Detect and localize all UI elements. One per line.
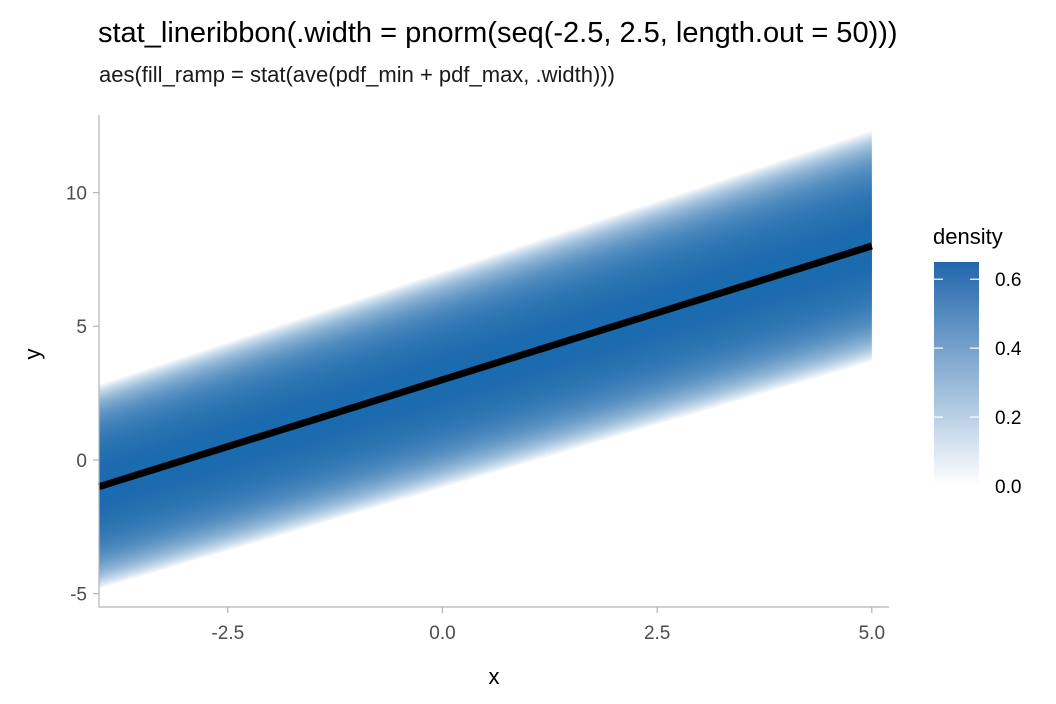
ribbon-band bbox=[99, 160, 872, 562]
legend-tick-label: 0.0 bbox=[995, 477, 1021, 498]
ribbon-band bbox=[99, 170, 872, 554]
legend-color-bar bbox=[934, 262, 979, 486]
y-tick-label: -5 bbox=[70, 585, 87, 606]
ribbon-band bbox=[99, 181, 872, 544]
ribbon-band bbox=[99, 142, 872, 579]
legend-title: density bbox=[933, 224, 1003, 249]
ribbon-band bbox=[99, 144, 872, 577]
chart-title: stat_lineribbon(.width = pnorm(seq(-2.5,… bbox=[98, 17, 898, 49]
median-line-group bbox=[97, 242, 873, 491]
y-tick-label: 10 bbox=[66, 184, 87, 205]
ribbon-band bbox=[99, 179, 872, 546]
plot-area bbox=[97, 131, 873, 589]
y-axis-title: y bbox=[20, 349, 45, 360]
x-axis-ticks: -2.5 0.0 2.5 5.0 bbox=[211, 607, 885, 644]
ribbon bbox=[99, 131, 872, 589]
ribbon-band bbox=[99, 154, 872, 568]
median-line bbox=[97, 242, 873, 491]
legend-tick-label: 0.2 bbox=[995, 408, 1021, 429]
y-tick-label: 5 bbox=[76, 317, 87, 338]
ribbon-band bbox=[99, 135, 872, 585]
ribbon-band bbox=[99, 149, 872, 573]
ribbon-band bbox=[99, 174, 872, 550]
ribbon-band bbox=[99, 167, 872, 556]
ribbon-band bbox=[99, 147, 872, 575]
legend-tick-label: 0.4 bbox=[995, 339, 1022, 360]
y-axis-ticks: -5 0 5 10 bbox=[66, 184, 99, 606]
legend-tick-label: 0.6 bbox=[995, 270, 1021, 291]
ribbon-band bbox=[99, 163, 872, 560]
ribbon-band bbox=[99, 137, 872, 583]
y-tick-label: 0 bbox=[76, 451, 87, 472]
chart-subtitle: aes(fill_ramp = stat(ave(pdf_min + pdf_m… bbox=[99, 62, 615, 87]
ribbon-band bbox=[99, 131, 872, 589]
x-tick-label: 5.0 bbox=[859, 623, 885, 644]
ribbon-band bbox=[99, 151, 872, 570]
x-tick-label: 0.0 bbox=[429, 623, 455, 644]
ribbon-band bbox=[99, 158, 872, 564]
ribbon-band bbox=[99, 172, 872, 552]
ribbon-band bbox=[99, 133, 872, 587]
ribbon-band bbox=[99, 177, 872, 548]
ribbon-band bbox=[99, 140, 872, 581]
legend: density 0.0 0.2 0.4 0.6 bbox=[933, 224, 1022, 498]
x-tick-label: -2.5 bbox=[211, 623, 244, 644]
ribbon-band bbox=[99, 165, 872, 558]
legend-ticks: 0.0 0.2 0.4 0.6 bbox=[934, 270, 1022, 498]
ribbon-band bbox=[99, 156, 872, 566]
x-tick-label: 2.5 bbox=[644, 623, 670, 644]
x-axis-title: x bbox=[489, 664, 500, 689]
